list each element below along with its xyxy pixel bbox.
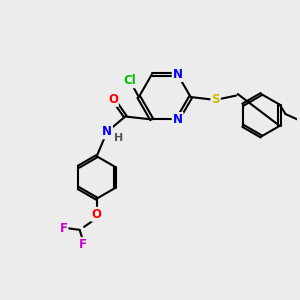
Text: N: N — [173, 68, 183, 81]
Text: N: N — [102, 125, 112, 138]
Text: H: H — [114, 133, 123, 143]
Text: Cl: Cl — [124, 74, 136, 87]
Text: S: S — [212, 93, 220, 106]
Text: O: O — [92, 208, 102, 221]
Text: F: F — [59, 222, 68, 235]
Text: N: N — [173, 113, 183, 126]
Text: O: O — [108, 93, 118, 106]
Text: F: F — [79, 238, 87, 251]
